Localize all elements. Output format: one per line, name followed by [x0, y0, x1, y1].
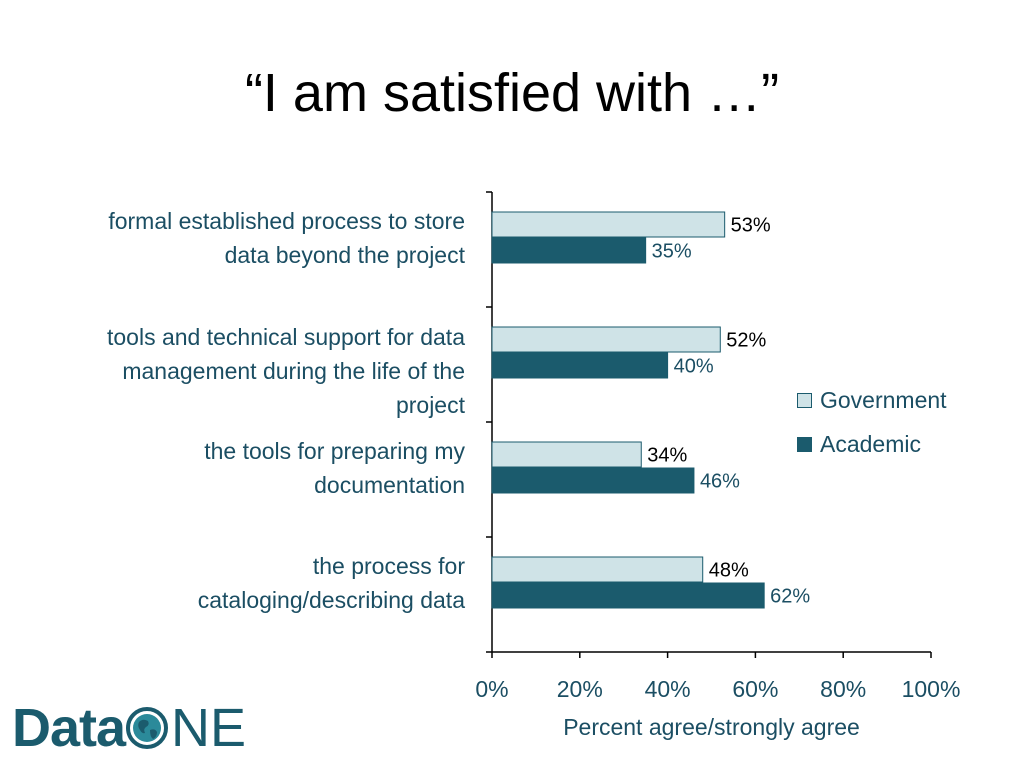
x-axis-title: Percent agree/strongly agree	[563, 714, 860, 740]
category-label-line: tools and technical support for data	[106, 323, 465, 350]
category-label-line: management during the life of the	[122, 357, 465, 384]
data-label-academic-4: 62%	[770, 586, 810, 608]
legend-item-government: Government	[797, 378, 947, 422]
data-label-government-4: 48%	[709, 560, 749, 582]
globe-icon	[126, 707, 169, 749]
category-label-4: the process for cataloging/describing dat…	[198, 549, 465, 617]
data-label-government-2: 52%	[726, 330, 766, 352]
logo-text-one: NE	[171, 698, 247, 758]
legend-item-academic: Academic	[797, 422, 947, 466]
bar-government-3	[491, 441, 642, 468]
category-label-2: tools and technical support for data mana…	[107, 320, 465, 422]
x-tick-label: 100%	[902, 676, 961, 702]
category-label-line: project	[395, 391, 465, 418]
bar-academic-2	[491, 352, 669, 379]
legend-label-academic: Academic	[820, 430, 921, 457]
data-label-academic-3: 46%	[700, 471, 740, 493]
legend-swatch-academic	[797, 436, 812, 452]
legend-label-government: Government	[820, 386, 947, 413]
category-label-3: the tools for preparing my documentation	[204, 434, 465, 502]
category-label-line: documentation	[314, 471, 465, 498]
category-label-line: the tools for preparing my	[204, 437, 465, 464]
data-label-academic-1: 35%	[652, 241, 692, 263]
x-tick-label: 40%	[645, 676, 691, 702]
logo-text-data: Data	[12, 698, 126, 758]
category-label-line: the process for	[312, 552, 465, 579]
category-label-line: data beyond the project	[224, 241, 465, 268]
data-label-academic-2: 40%	[674, 356, 714, 378]
data-label-government-1: 53%	[731, 215, 771, 237]
x-tick-label: 80%	[820, 676, 866, 702]
bar-academic-3	[491, 467, 695, 494]
bar-government-4	[491, 556, 704, 583]
bar-government-1	[491, 211, 726, 238]
dataone-logo: Data NE	[12, 698, 246, 758]
x-tick-label: 60%	[732, 676, 778, 702]
x-tick-label: 20%	[557, 676, 603, 702]
page-title: “I am satisfied with …”	[244, 63, 780, 123]
legend: Government Academic	[797, 378, 947, 466]
bar-government-2	[491, 326, 721, 353]
category-label-line: cataloging/describing data	[197, 586, 465, 613]
category-label-1: formal established process to store data …	[108, 204, 465, 272]
category-label-line: formal established process to store	[108, 207, 465, 234]
data-label-government-3: 34%	[647, 445, 687, 467]
x-tick-label: 0%	[475, 676, 508, 702]
bar-academic-1	[491, 237, 647, 264]
bar-academic-4	[491, 582, 765, 609]
legend-swatch-government	[797, 392, 812, 408]
